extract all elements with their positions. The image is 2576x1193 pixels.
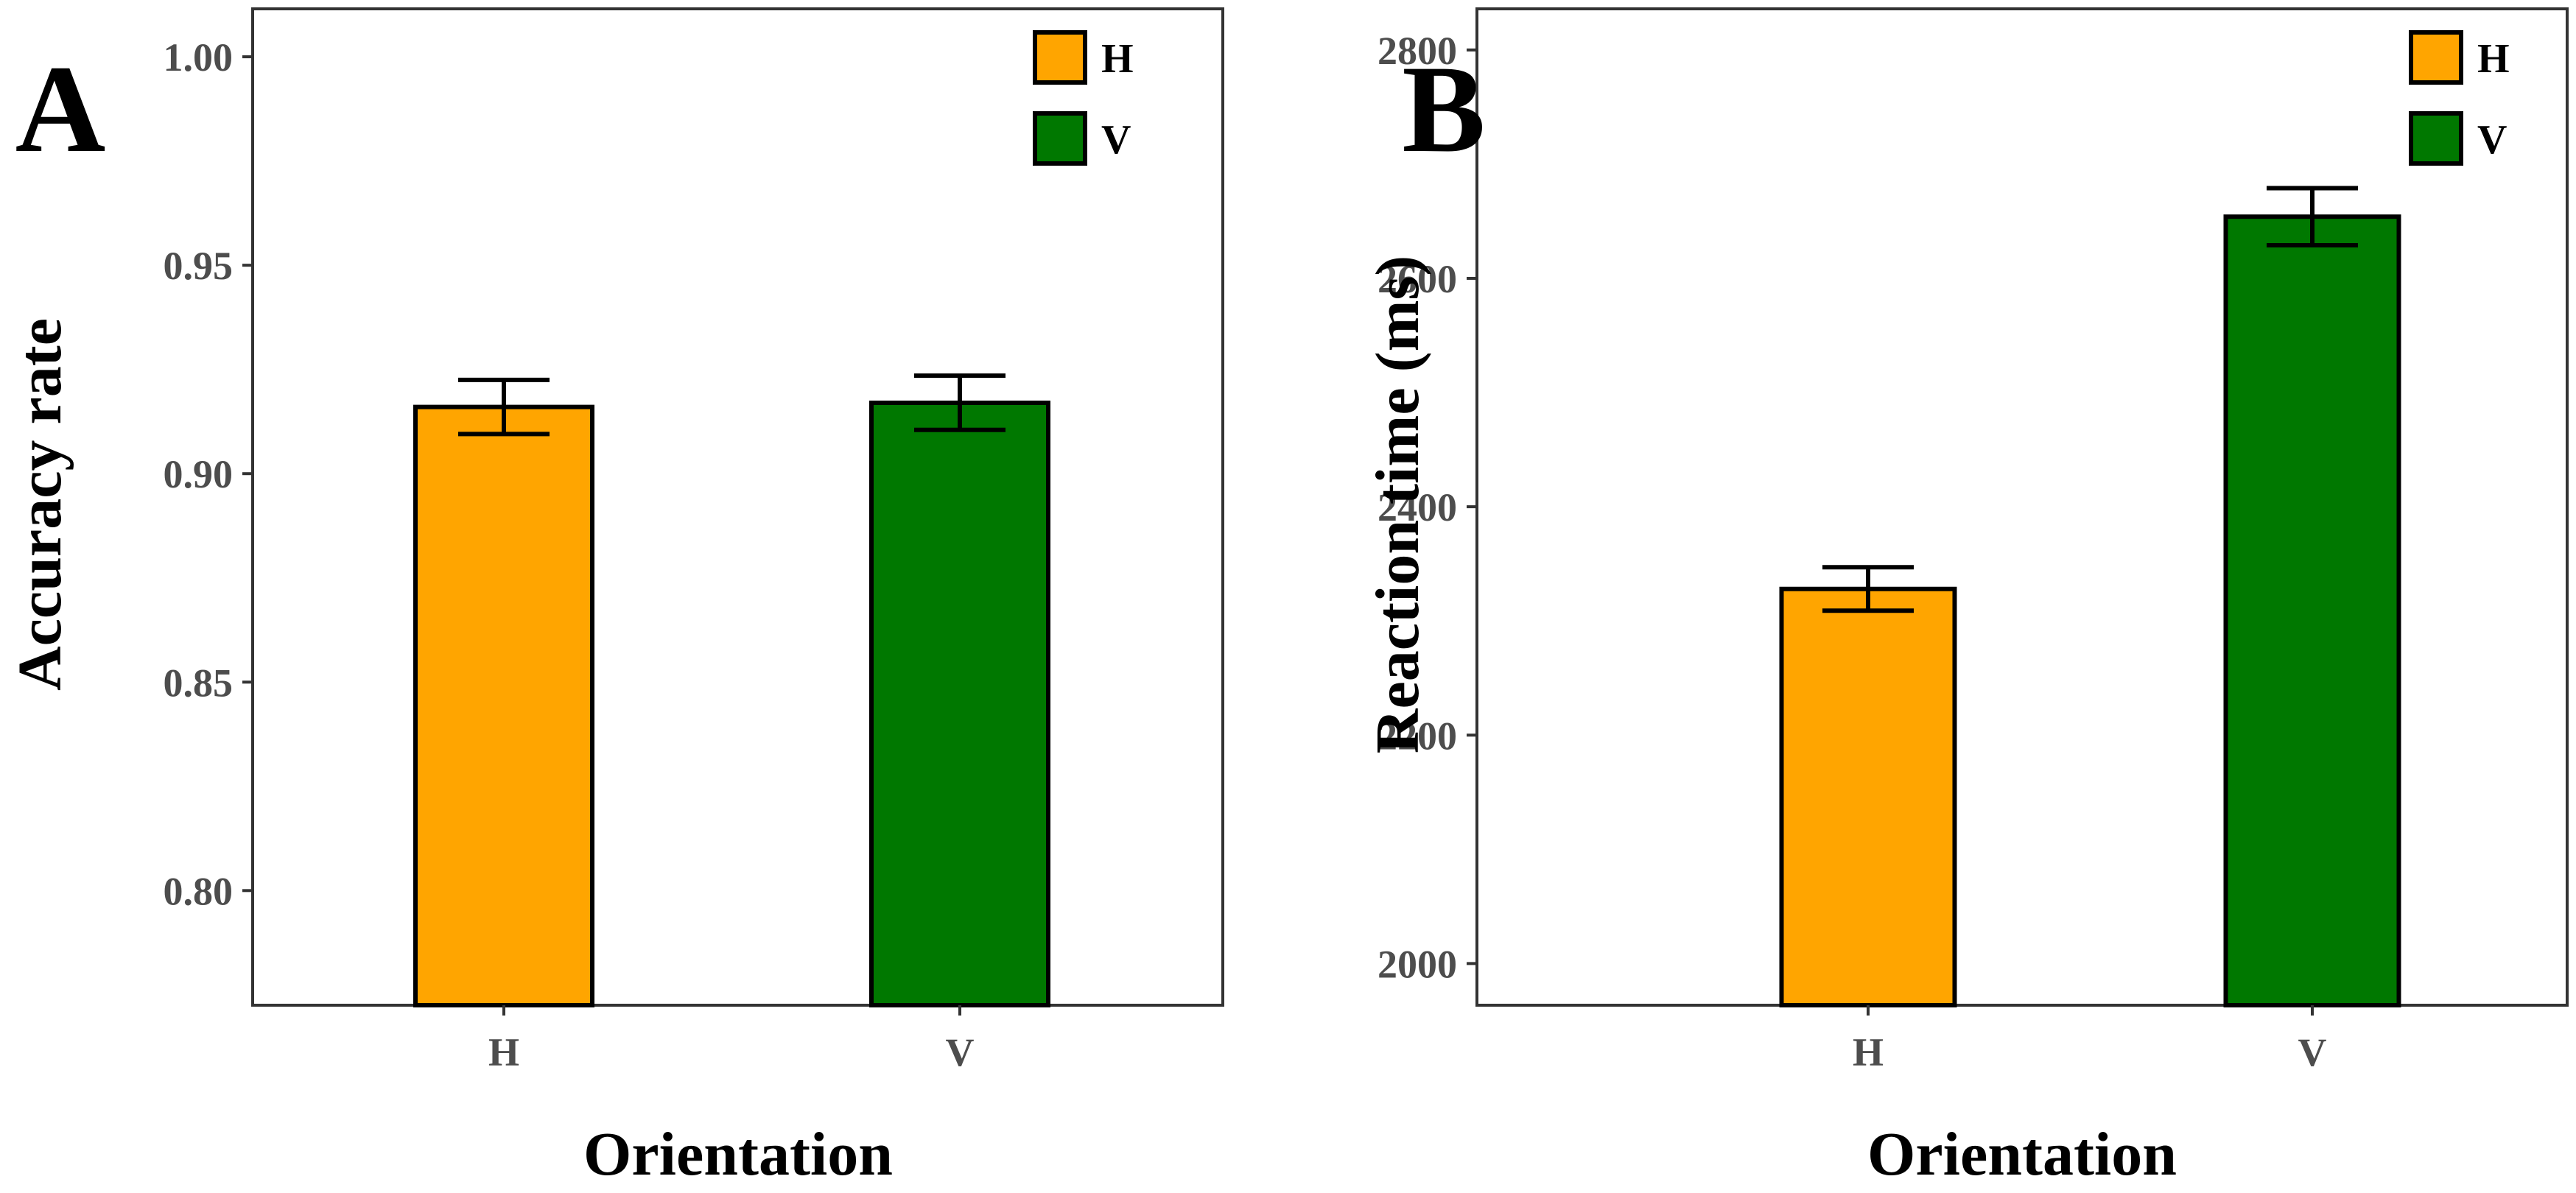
- bar-h: [1779, 586, 1957, 1007]
- legend-swatch-h: [2409, 30, 2463, 85]
- x-tick-label: V: [2298, 1030, 2327, 1074]
- panel-label: B: [1402, 40, 1485, 178]
- panel-label: A: [15, 40, 106, 178]
- legend: HV: [1033, 30, 1134, 166]
- bar-v: [869, 400, 1050, 1007]
- legend-label-h: H: [1101, 36, 1134, 82]
- y-tick-label: 1.00: [164, 35, 234, 80]
- y-tick-label: 2400: [1378, 485, 1457, 529]
- legend: HV: [2409, 30, 2510, 166]
- y-tick-label: 2000: [1378, 942, 1457, 986]
- bar-v: [2223, 214, 2401, 1008]
- y-tick-label: 2200: [1378, 714, 1457, 758]
- y-axis-title: Accuracy rate: [6, 318, 74, 691]
- x-axis-title: Orientation: [583, 1120, 893, 1189]
- panel-border: [251, 7, 1224, 1007]
- legend-swatch-v: [2409, 111, 2463, 166]
- legend-swatch-h: [1033, 30, 1087, 85]
- legend-label-v: V: [1101, 117, 1131, 163]
- legend-label-h: H: [2477, 36, 2510, 82]
- x-tick-label: V: [946, 1030, 975, 1074]
- y-axis-title: Reaction time (ms): [1364, 256, 1432, 753]
- y-tick-label: 0.80: [164, 869, 234, 913]
- x-axis-title: Orientation: [1867, 1120, 2177, 1189]
- panel-border: [1475, 7, 2569, 1007]
- x-tick-label: H: [488, 1030, 519, 1074]
- y-tick-label: 0.90: [164, 452, 234, 496]
- legend-swatch-v: [1033, 111, 1087, 166]
- bar-h: [413, 404, 594, 1007]
- chart-panel-a: 0.800.850.900.951.00H VOrientationAccurac…: [6, 7, 1224, 1189]
- y-tick-label: 0.85: [164, 661, 234, 705]
- y-tick-label: 2800: [1378, 29, 1457, 73]
- x-tick-label: H: [1853, 1030, 1884, 1074]
- legend-label-v: V: [2477, 117, 2507, 163]
- y-tick-label: 0.95: [164, 244, 234, 288]
- y-tick-label: 2600: [1378, 257, 1457, 301]
